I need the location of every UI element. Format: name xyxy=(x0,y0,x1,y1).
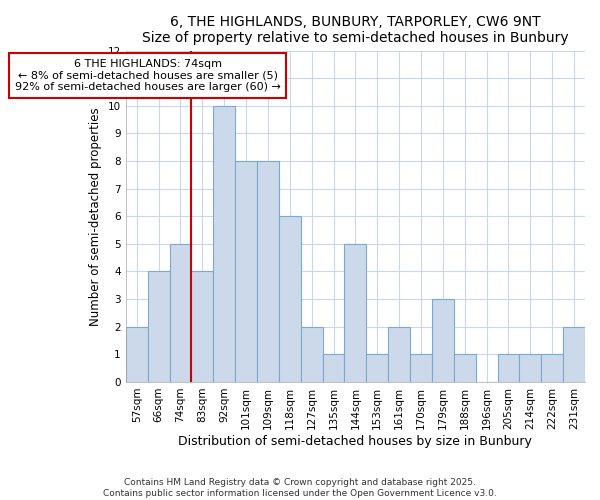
Bar xyxy=(257,161,279,382)
Bar xyxy=(388,326,410,382)
Bar xyxy=(301,326,323,382)
Bar xyxy=(235,161,257,382)
Bar xyxy=(148,272,170,382)
Bar xyxy=(279,216,301,382)
Bar xyxy=(191,272,213,382)
Bar xyxy=(541,354,563,382)
Bar xyxy=(432,299,454,382)
Bar xyxy=(367,354,388,382)
Bar xyxy=(170,244,191,382)
Bar xyxy=(454,354,476,382)
Bar xyxy=(344,244,367,382)
Bar xyxy=(410,354,432,382)
Bar xyxy=(213,106,235,382)
Title: 6, THE HIGHLANDS, BUNBURY, TARPORLEY, CW6 9NT
Size of property relative to semi-: 6, THE HIGHLANDS, BUNBURY, TARPORLEY, CW… xyxy=(142,15,569,45)
Bar xyxy=(126,326,148,382)
Bar xyxy=(563,326,585,382)
Y-axis label: Number of semi-detached properties: Number of semi-detached properties xyxy=(89,107,102,326)
Bar xyxy=(520,354,541,382)
Text: 6 THE HIGHLANDS: 74sqm
← 8% of semi-detached houses are smaller (5)
92% of semi-: 6 THE HIGHLANDS: 74sqm ← 8% of semi-deta… xyxy=(15,59,281,92)
Bar xyxy=(323,354,344,382)
Bar xyxy=(497,354,520,382)
Text: Contains HM Land Registry data © Crown copyright and database right 2025.
Contai: Contains HM Land Registry data © Crown c… xyxy=(103,478,497,498)
X-axis label: Distribution of semi-detached houses by size in Bunbury: Distribution of semi-detached houses by … xyxy=(178,434,532,448)
